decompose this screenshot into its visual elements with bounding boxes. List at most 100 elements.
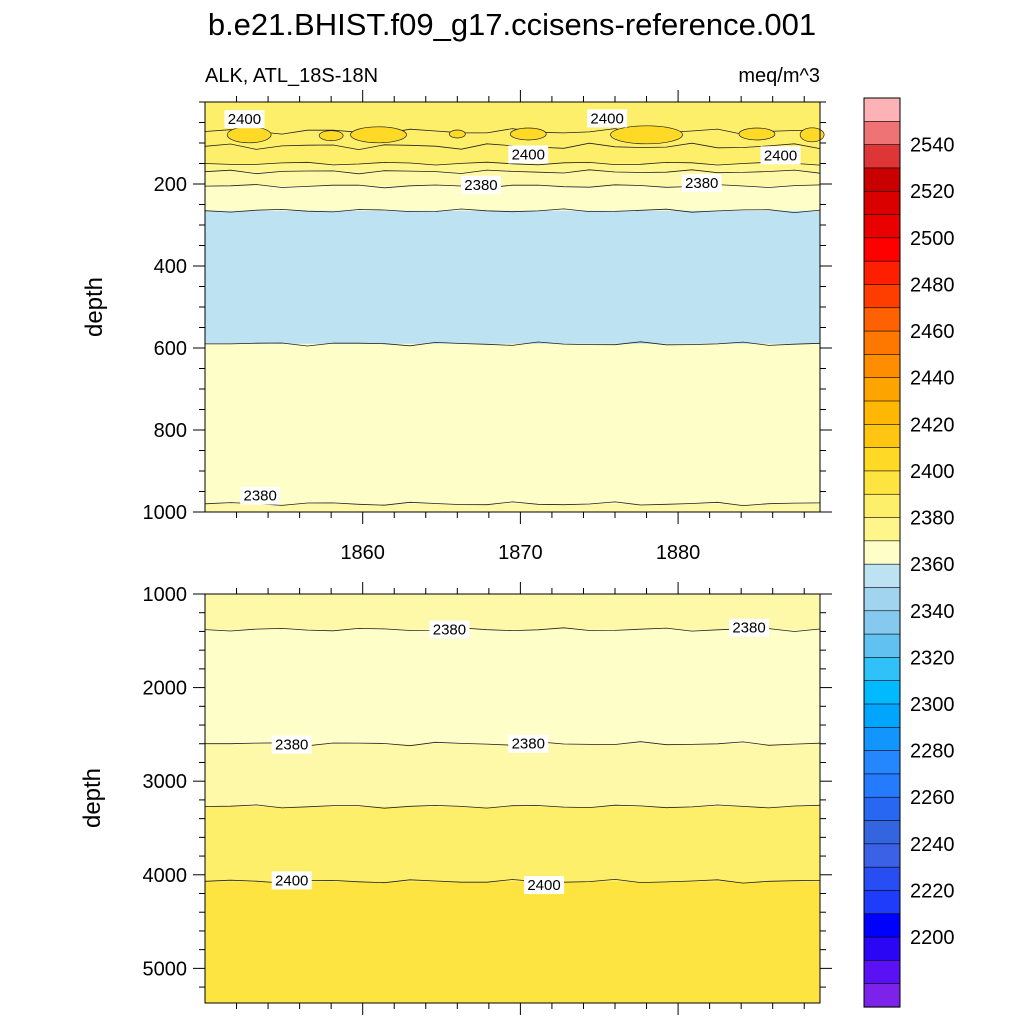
colorbar-swatch (863, 284, 901, 309)
colorbar-swatch (863, 424, 901, 449)
colorbar-swatch (863, 144, 901, 169)
contour-band (205, 806, 820, 882)
colorbar-swatch (863, 960, 901, 985)
contour-label: 2400 (527, 877, 560, 894)
colorbar-label: 2300 (910, 694, 955, 716)
contour-line (204, 627, 821, 632)
colorbar-label: 2240 (910, 834, 955, 856)
contour-label-box (508, 145, 549, 164)
colorbar-swatch (863, 97, 901, 122)
colorbar-swatch (863, 866, 901, 892)
y-tick-label: 1000 (143, 584, 188, 606)
y-tick-label: 400 (154, 256, 187, 278)
contour-line (205, 341, 821, 347)
colorbar-label: 2420 (910, 414, 955, 436)
contour-band (205, 629, 820, 744)
lower-y-axis-label: depth (79, 768, 106, 828)
colorbar-swatch (863, 983, 901, 1008)
colorbar-swatch (863, 400, 901, 425)
contour-band (205, 163, 820, 172)
contour-label: 2380 (244, 488, 277, 505)
contour-label-box (524, 876, 565, 895)
contour-blob (738, 127, 776, 141)
colorbar-swatch (863, 563, 901, 589)
contour-blob (350, 126, 407, 144)
contour-label-box (271, 735, 312, 754)
contour-line (204, 161, 821, 166)
contour-label: 2380 (433, 622, 466, 639)
contour-line (204, 128, 821, 135)
colorbar-swatch (863, 610, 901, 635)
colorbar-swatch (863, 214, 901, 239)
colorbar-swatch (863, 796, 901, 822)
contour-label-box (271, 871, 312, 890)
colorbar-label: 2520 (910, 181, 955, 203)
colorbar-swatch (863, 354, 901, 379)
y-tick-label: 3000 (143, 771, 188, 793)
colorbar-swatch (863, 377, 901, 402)
colorbar-swatch (863, 587, 901, 612)
colorbar-label: 2540 (910, 135, 955, 157)
contour-blob (448, 129, 466, 139)
contour-label: 2380 (732, 620, 765, 637)
x-tick-label: 1880 (656, 542, 701, 564)
subtitle-variable-region: ALK, ATL_18S-18N (205, 65, 378, 87)
lower-panel-plot: 2380 2380 2380 2380 2400 2400 1000 2000 3000 4000… (143, 582, 832, 1015)
subtitle-units: meq/m^3 (738, 65, 820, 87)
contour-label: 2380 (275, 737, 308, 754)
contour-label-box (429, 620, 470, 639)
contour-label: 2380 (464, 177, 497, 194)
colorbar-swatch (863, 447, 901, 472)
contour-blob (610, 125, 683, 145)
contour-line (204, 208, 821, 214)
colorbar-label: 2260 (910, 787, 955, 809)
contour-line (204, 804, 821, 809)
colorbar-label: 2360 (910, 554, 955, 576)
colorbar-label: 2220 (910, 880, 955, 902)
contour-blob (799, 127, 825, 143)
colorbar-swatch (863, 633, 901, 658)
contour-label-box (508, 734, 549, 753)
contour-blob (226, 126, 272, 144)
plot-title: b.e21.BHIST.f09_g17.ccisens-reference.00… (208, 7, 816, 42)
x-tick-label: 1870 (498, 542, 543, 564)
colorbar-swatch (863, 890, 901, 915)
x-tick-label: 1860 (340, 542, 385, 564)
colorbar-swatch (863, 517, 901, 542)
contour-label-box (460, 175, 501, 194)
colorbar-swatch (863, 260, 901, 286)
upper-panel-plot: 2400 2400 2400 2400 2380 2380 2380 200 400 600 800… (143, 90, 832, 564)
contour-band (205, 210, 820, 344)
colorbar-swatch (863, 773, 901, 798)
contour-label-box (760, 146, 801, 165)
contour-label-box (224, 110, 265, 129)
contour-label-box (240, 486, 281, 505)
colorbar-swatch (863, 330, 901, 355)
contour-label-box (681, 174, 722, 193)
contour-band (205, 594, 820, 630)
y-tick-label: 4000 (143, 865, 188, 887)
contour-line (204, 501, 821, 507)
contour-band (205, 186, 820, 211)
y-tick-label: 1000 (143, 502, 188, 524)
y-tick-label: 600 (154, 338, 187, 360)
colorbar-swatch (863, 493, 901, 519)
contour-label-box (729, 618, 770, 637)
colorbar-swatch (863, 237, 901, 262)
upper-y-axis-label: depth (81, 277, 108, 337)
colorbar-label: 2440 (910, 368, 955, 390)
y-tick-label: 2000 (143, 678, 188, 700)
contour-band (205, 171, 820, 187)
contour-label: 2400 (275, 872, 308, 889)
contour-label: 2400 (590, 110, 623, 127)
y-tick-label: 800 (154, 420, 187, 442)
y-tick-label: 5000 (143, 958, 188, 980)
colorbar-label: 2460 (910, 321, 955, 343)
contour-label: 2380 (685, 175, 718, 192)
contour-band (205, 343, 820, 504)
contour-line (204, 169, 821, 175)
contour-band (205, 743, 820, 807)
colorbar-label: 2400 (910, 461, 955, 483)
colorbar-swatch (863, 703, 901, 728)
y-tick-label: 200 (154, 174, 187, 196)
